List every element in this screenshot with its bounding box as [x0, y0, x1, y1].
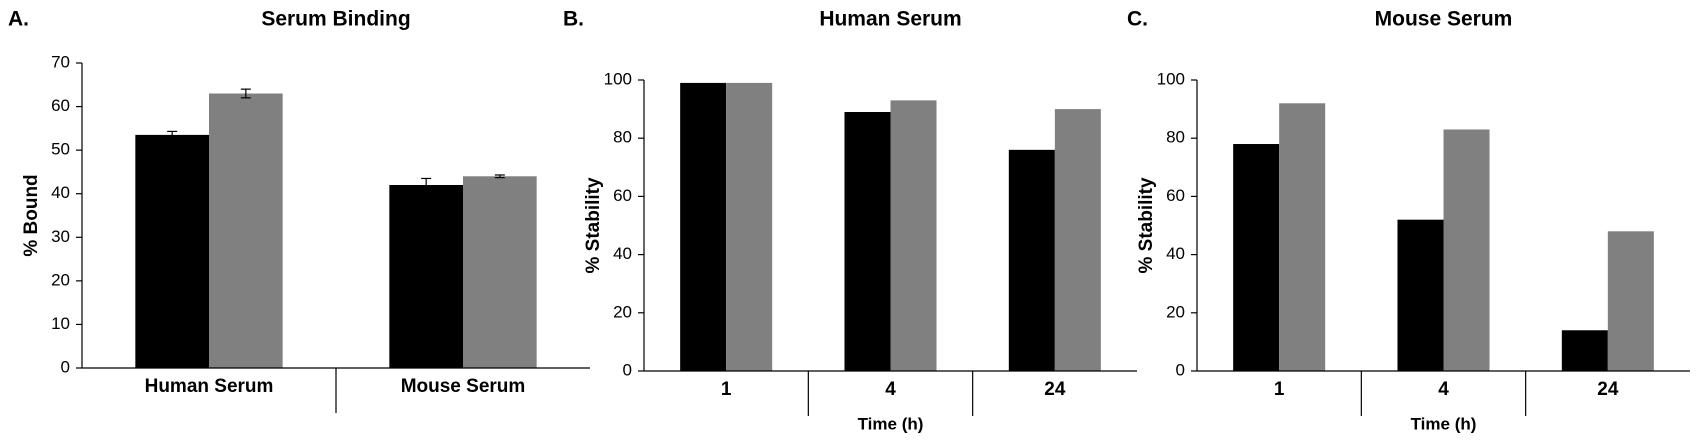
error-bar [167, 130, 178, 139]
y-tick-label: 100 [1157, 69, 1185, 88]
bar [1008, 149, 1055, 371]
x-tick-label: 24 [1597, 379, 1619, 400]
bar [844, 112, 891, 371]
error-bar [240, 88, 251, 99]
bar [209, 93, 283, 368]
y-axis-label: % Stability [583, 177, 604, 274]
bar [1561, 330, 1608, 371]
y-tick-label: 0 [61, 357, 70, 376]
chart-title: Serum Binding [261, 8, 410, 31]
error-bar [421, 177, 432, 193]
panel-label: A. [8, 8, 29, 31]
x-tick-label: Mouse Serum [401, 376, 526, 397]
bar [726, 82, 773, 371]
x-tick-label: 24 [1044, 379, 1066, 400]
x-axis-label: Time (h) [1411, 414, 1477, 433]
chart-title: Mouse Serum [1375, 8, 1513, 31]
y-tick-label: 40 [613, 244, 632, 263]
bar [680, 82, 727, 371]
y-tick-label: 10 [51, 314, 70, 333]
panel-label: B. [563, 8, 584, 31]
y-tick-label: 20 [51, 270, 70, 289]
y-tick-label: 70 [51, 52, 70, 71]
y-tick-label: 40 [1166, 244, 1185, 263]
y-tick-label: 80 [613, 128, 632, 147]
chart-title: Human Serum [819, 8, 961, 31]
y-tick-label: 30 [51, 227, 70, 246]
y-tick-label: 80 [1166, 128, 1185, 147]
bar [890, 100, 937, 372]
bar [1607, 231, 1654, 371]
y-tick-label: 60 [51, 96, 70, 115]
y-axis-label: % Bound [21, 174, 42, 256]
x-tick-label: 4 [885, 379, 896, 400]
x-axis-label: Time (h) [858, 414, 924, 433]
y-tick-label: 0 [1176, 360, 1185, 379]
bar [463, 176, 537, 368]
y-tick-label: 20 [613, 302, 632, 321]
y-tick-label: 20 [1166, 302, 1185, 321]
y-tick-label: 100 [604, 69, 632, 88]
bar [1279, 103, 1326, 371]
bar [1233, 144, 1280, 371]
x-tick-label: 1 [721, 379, 732, 400]
bar [389, 185, 463, 368]
y-tick-label: 0 [623, 360, 632, 379]
error-bar [494, 174, 505, 179]
y-tick-label: 60 [1166, 186, 1185, 205]
y-axis-label: % Stability [1136, 177, 1157, 274]
bar [1397, 219, 1444, 371]
y-tick-label: 60 [613, 186, 632, 205]
bar [1443, 129, 1490, 371]
panel-label: C. [1127, 8, 1148, 31]
bar [135, 134, 209, 368]
y-tick-label: 50 [51, 140, 70, 159]
x-tick-label: Human Serum [145, 376, 274, 397]
y-tick-label: 40 [51, 183, 70, 202]
bar [1054, 109, 1101, 371]
x-tick-label: 4 [1438, 379, 1449, 400]
x-tick-label: 1 [1274, 379, 1285, 400]
